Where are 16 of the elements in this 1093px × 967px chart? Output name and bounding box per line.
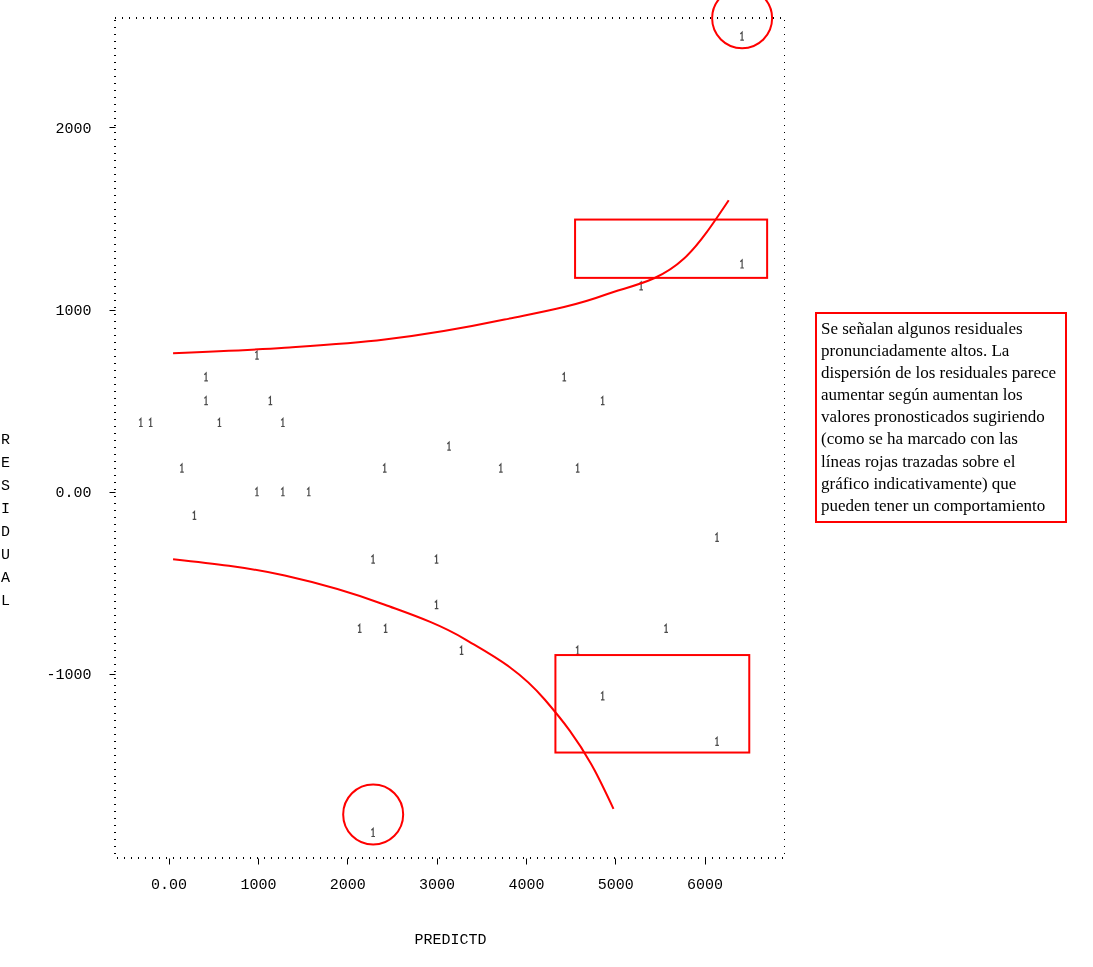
- x-tick-label: 3000: [419, 876, 456, 894]
- x-tick-label: 4000: [508, 876, 545, 894]
- x-tick-label: 0.00: [151, 876, 188, 894]
- y-tick-label: -1000: [46, 667, 92, 685]
- y-axis-title: RESIDUAL: [0, 431, 11, 610]
- x-axis-title: PREDICTD: [414, 931, 487, 949]
- x-tick-label: 6000: [687, 876, 724, 894]
- y-tick-label: 0.00: [55, 485, 92, 503]
- x-tick-label: 5000: [597, 876, 634, 894]
- line-series: [172, 558, 615, 810]
- line-series: [172, 199, 730, 355]
- text: Se señalan algunos residuales pronunciadamente altos. La dispersión de los residuales parece aumentar según aumentan los valores pronosticados sugiriendo (como se ha marcado con las líneas rojas trazadas sobre el gráfico indicativamente) que pueden tener un comportamiento: [821, 319, 1057, 515]
- y-tick-label: 2000: [55, 120, 92, 138]
- y-tick-label: 1000: [55, 303, 92, 321]
- x-tick-label: 2000: [329, 876, 366, 894]
- x-tick-label: 1000: [240, 876, 277, 894]
